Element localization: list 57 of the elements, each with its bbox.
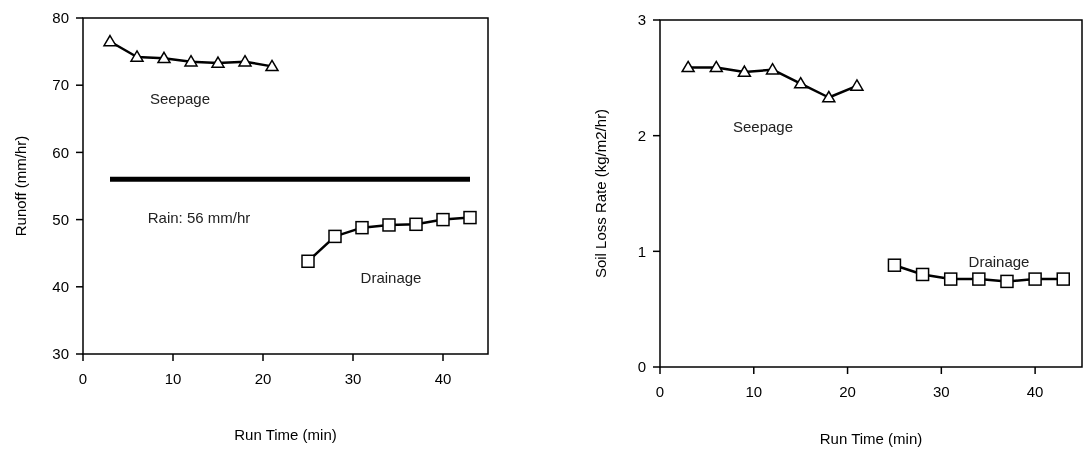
point: [943, 272, 958, 286]
point: [355, 220, 369, 235]
x-tick-label: 40: [434, 370, 452, 387]
y-tick-label: 70: [52, 76, 69, 94]
point: [709, 60, 724, 73]
y-tick-label: 80: [52, 9, 69, 27]
point: [681, 60, 695, 73]
point: [409, 217, 423, 232]
x-tick-label: 30: [932, 383, 950, 400]
point: [1000, 274, 1014, 289]
y-axis-title: Runoff (mm/hr): [12, 135, 29, 237]
x-tick-label: 30: [344, 370, 362, 387]
x-axis-title: Run Time (min): [234, 426, 337, 443]
x-tick-label: 10: [164, 370, 182, 387]
point: [211, 56, 225, 68]
point: [436, 212, 450, 227]
y-tick-label: 60: [52, 143, 69, 161]
point: [850, 79, 864, 91]
annotation: Seepage: [149, 90, 211, 108]
point: [103, 34, 117, 47]
point: [328, 229, 342, 244]
y-tick-label: 50: [52, 210, 69, 228]
point: [1028, 272, 1042, 286]
x-axis-title: Run Time (min): [819, 430, 923, 447]
annotation: Drainage: [360, 269, 422, 287]
point: [238, 54, 252, 67]
point: [972, 272, 986, 286]
y-tick-label: 2: [637, 126, 646, 144]
x-tick-label: 40: [1026, 383, 1044, 400]
point: [157, 51, 171, 64]
point: [793, 76, 808, 89]
point: [737, 65, 752, 77]
point: [265, 59, 279, 72]
point: [184, 54, 198, 67]
point: [463, 210, 477, 225]
point: [130, 50, 144, 62]
point: [1056, 272, 1070, 286]
x-tick-label: 0: [78, 370, 88, 387]
x-tick-label: 10: [745, 383, 763, 400]
y-tick-label: 0: [637, 358, 646, 376]
y-tick-label: 1: [637, 242, 646, 260]
annotation: Seepage: [732, 118, 794, 136]
y-tick-label: 40: [52, 278, 69, 296]
x-tick-label: 20: [254, 370, 272, 387]
point: [822, 90, 836, 103]
annotation: Rain: 56 mm/hr: [147, 209, 251, 227]
x-tick-label: 20: [839, 383, 856, 400]
y-tick-label: 30: [52, 345, 69, 363]
point: [301, 254, 315, 269]
point: [915, 267, 930, 282]
point: [382, 218, 396, 232]
y-axis-title: Soil Loss Rate (kg/m2/hr): [592, 108, 609, 279]
point: [765, 62, 780, 75]
annotation: Drainage: [968, 253, 1030, 271]
x-tick-label: 0: [655, 383, 665, 400]
y-tick-label: 3: [637, 11, 646, 29]
point: [887, 258, 902, 272]
